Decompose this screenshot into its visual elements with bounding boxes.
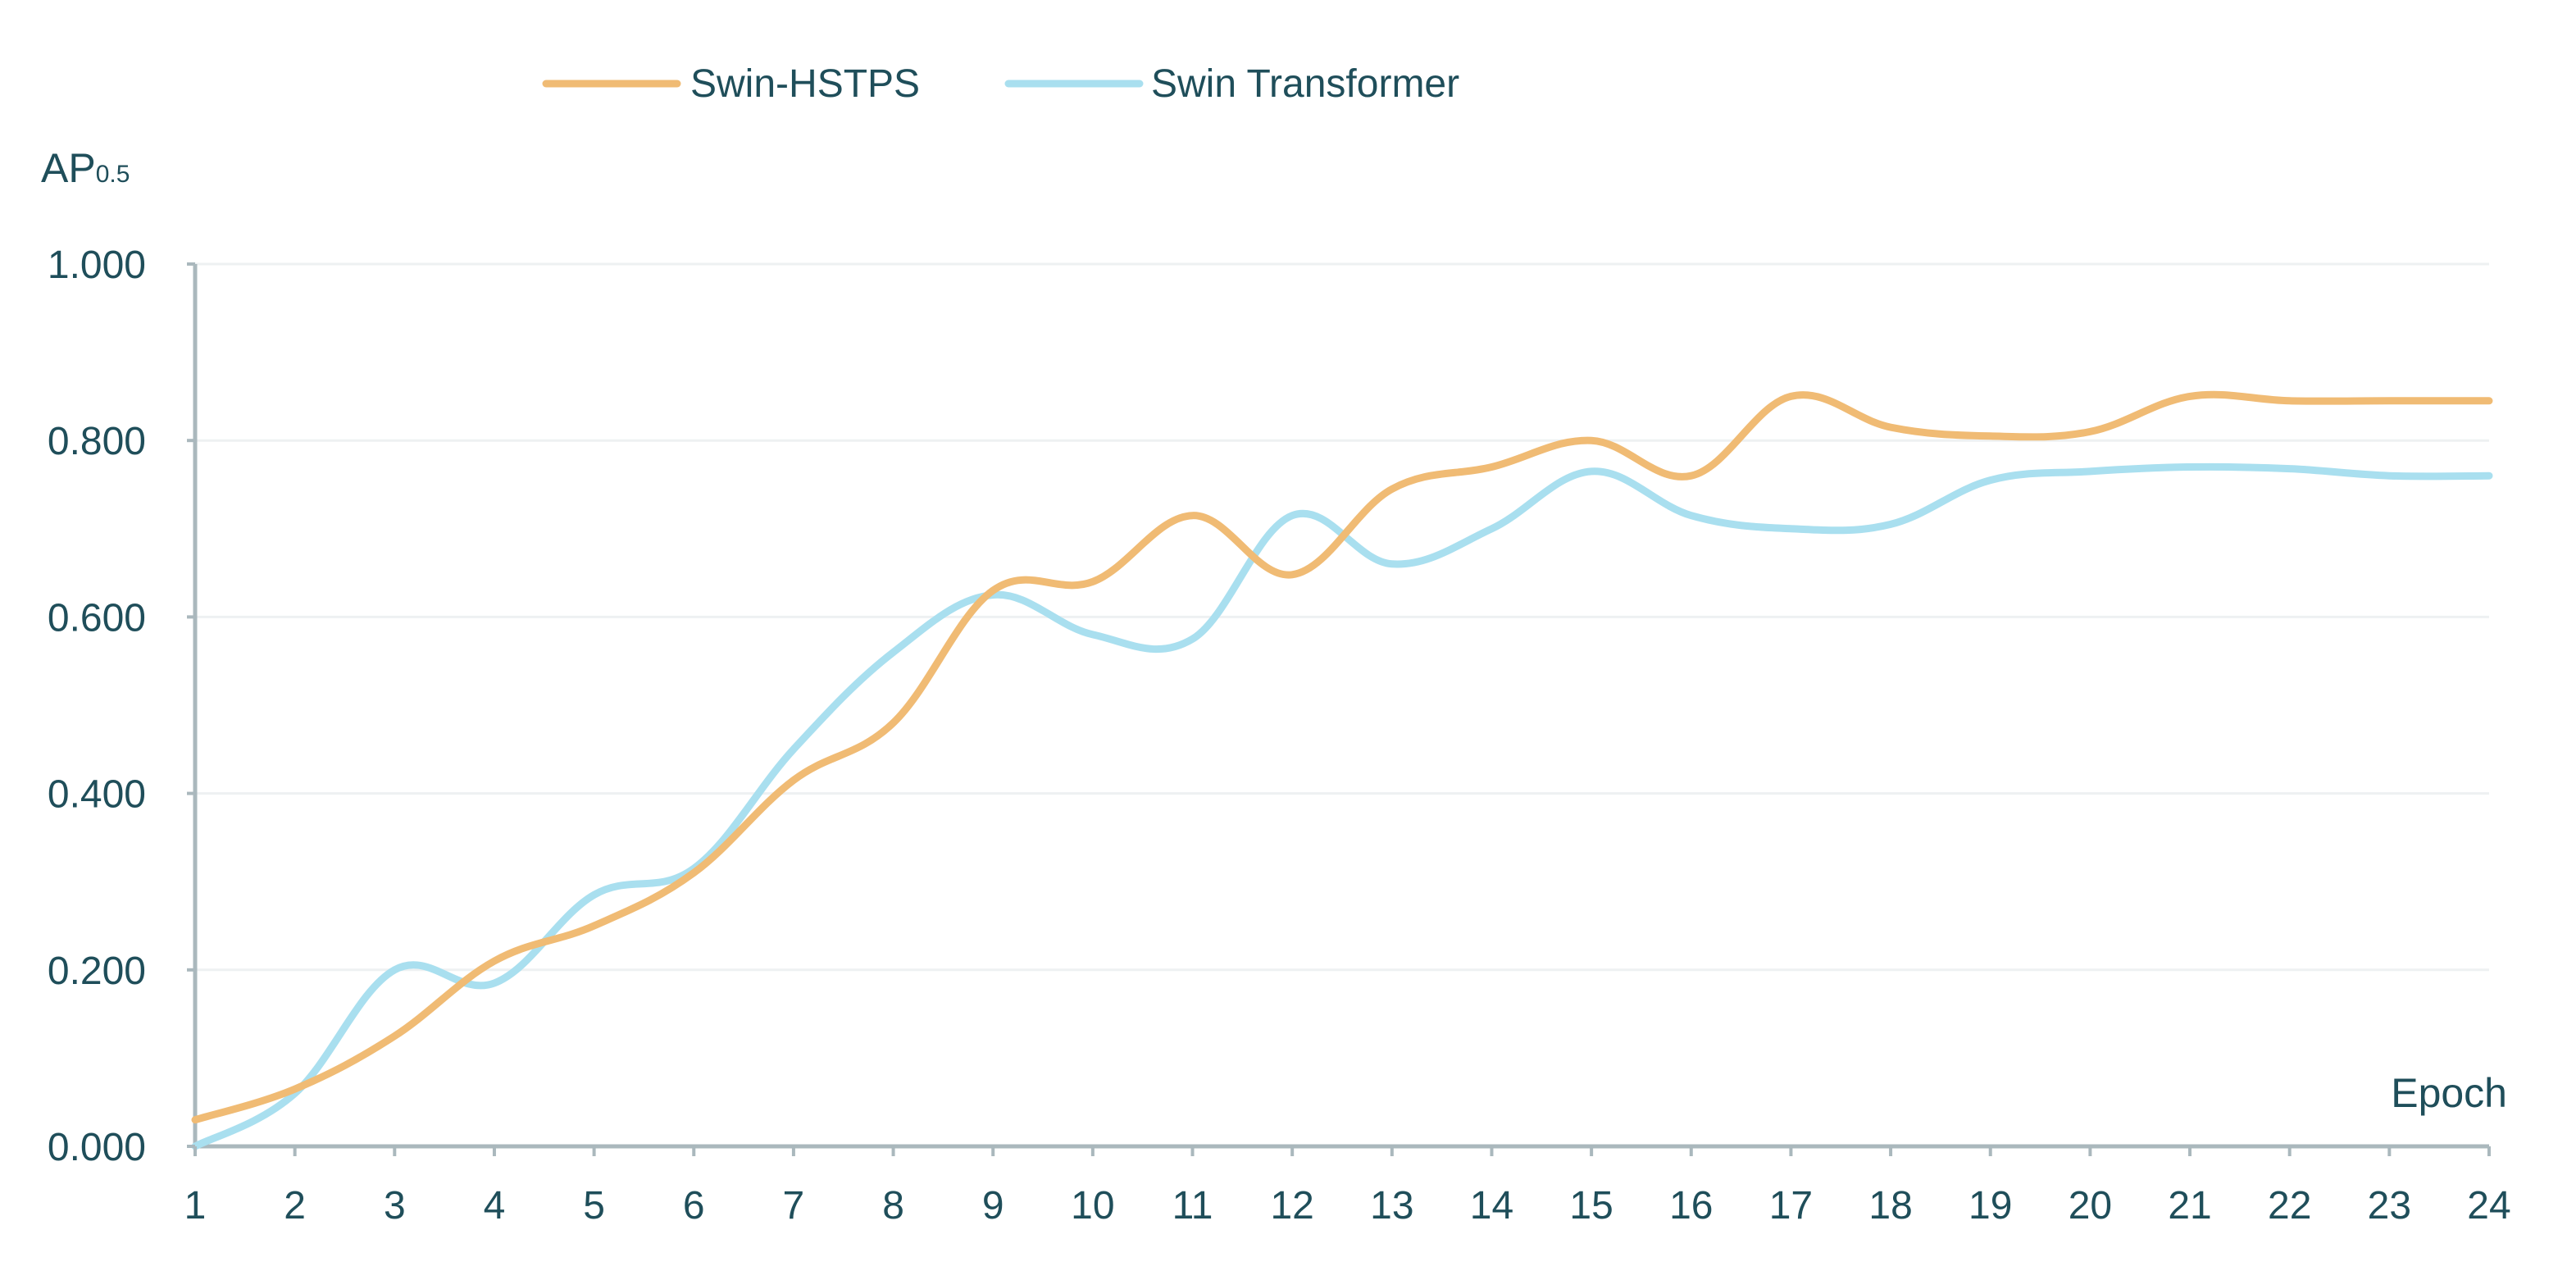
- x-tick-label: 1: [184, 1184, 207, 1228]
- series-line-swin-transformer: [191, 462, 2493, 1150]
- y-axis-title-main: AP: [41, 145, 96, 191]
- x-tick-label: 12: [1270, 1184, 1313, 1228]
- legend: Swin-HSTPS Swin Transformer: [542, 62, 1459, 106]
- x-axis-title: Epoch: [2391, 1070, 2507, 1116]
- x-tick-label: 8: [882, 1184, 904, 1228]
- x-tick-label: 11: [1172, 1184, 1213, 1228]
- x-tick-label: 14: [1470, 1184, 1513, 1228]
- y-axis-title: AP0.5: [41, 145, 130, 191]
- x-tick-label: 6: [683, 1184, 705, 1228]
- x-tick-label: 5: [583, 1184, 605, 1228]
- y-tick-label: 0.800: [48, 420, 146, 463]
- x-tick-label: 2: [284, 1184, 306, 1228]
- x-tick-label: 20: [2069, 1184, 2112, 1228]
- x-tick-label: 17: [1769, 1184, 1813, 1228]
- x-tick-label: 7: [783, 1184, 805, 1228]
- y-axis-ticks: 0.000 0.200 0.400 0.600 0.800 1.000: [48, 244, 195, 1169]
- x-tick-label: 3: [384, 1184, 406, 1228]
- x-tick-label: 13: [1370, 1184, 1413, 1228]
- x-tick-label: 4: [484, 1184, 506, 1228]
- axes: [193, 264, 2489, 1149]
- x-tick-label: 9: [982, 1184, 1004, 1228]
- legend-label-swin-hstps: Swin-HSTPS: [690, 62, 920, 106]
- x-tick-label: 19: [1968, 1184, 2012, 1228]
- y-tick-label: 0.600: [48, 596, 146, 640]
- y-tick-label: 0.400: [48, 773, 146, 817]
- x-tick-label: 15: [1569, 1184, 1613, 1228]
- x-tick-label: 18: [1868, 1184, 1912, 1228]
- series-line-swin-hstps: [191, 390, 2493, 1124]
- x-tick-label: 21: [2168, 1184, 2211, 1228]
- y-tick-label: 0.000: [48, 1126, 146, 1169]
- x-tick-label: 24: [2467, 1184, 2510, 1228]
- x-tick-label: 10: [1071, 1184, 1114, 1228]
- legend-label-swin-transformer: Swin Transformer: [1151, 62, 1459, 106]
- x-tick-label: 22: [2268, 1184, 2311, 1228]
- x-tick-label: 16: [1669, 1184, 1713, 1228]
- series-layer: [191, 390, 2493, 1150]
- x-axis-ticks: 1 2 3 4 5 6 7 8 9 10 11 12 13 14 15 16 17 18 19 20 21 22 23 24: [184, 1146, 2511, 1228]
- y-tick-label: 0.200: [48, 950, 146, 993]
- x-tick-label: 23: [2368, 1184, 2411, 1228]
- y-axis-title-sub: 0.5: [96, 161, 130, 188]
- y-tick-label: 1.000: [48, 244, 146, 287]
- grid-lines: [195, 262, 2489, 972]
